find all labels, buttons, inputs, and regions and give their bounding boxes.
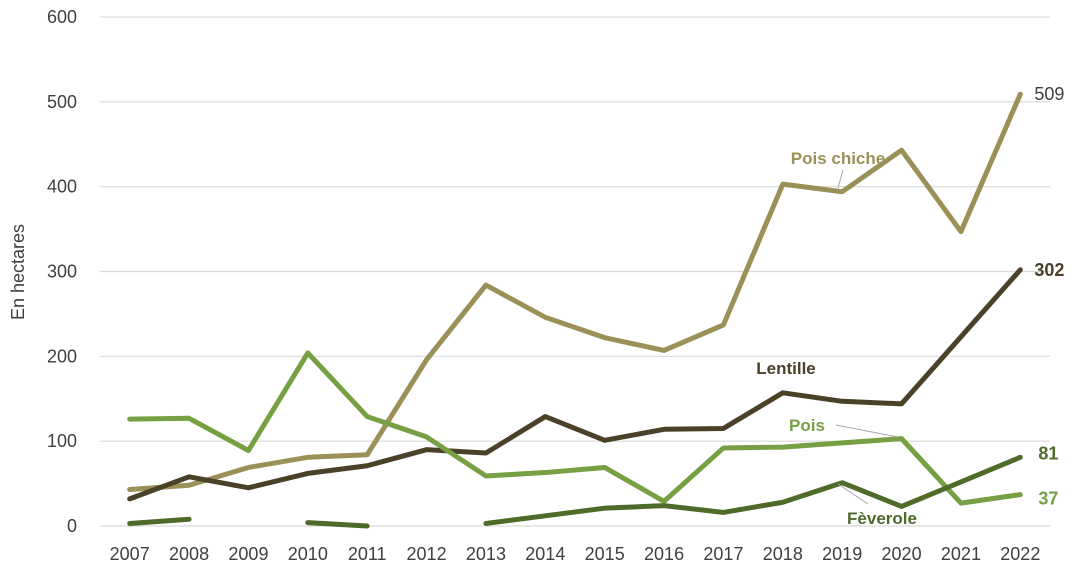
x-tick-label: 2021 — [941, 544, 981, 564]
x-tick-label: 2018 — [763, 544, 803, 564]
series-name-label: Pois chiche — [791, 149, 885, 168]
x-tick-label: 2019 — [822, 544, 862, 564]
y-axis: 0 100 200 300 400 500 600 — [47, 7, 77, 536]
series-name-label: Lentille — [756, 359, 816, 378]
y-tick-label: 600 — [47, 7, 77, 27]
x-tick-label: 2010 — [288, 544, 328, 564]
x-tick-label: 2007 — [110, 544, 150, 564]
x-tick-label: 2012 — [407, 544, 447, 564]
series-line-pois — [127, 350, 1023, 506]
y-tick-label: 0 — [67, 516, 77, 536]
x-tick-label: 2013 — [466, 544, 506, 564]
x-tick-label: 2008 — [169, 544, 209, 564]
x-tick-label: 2022 — [1000, 544, 1040, 564]
end-value-label: 81 — [1038, 443, 1058, 463]
x-tick-label: 2015 — [585, 544, 625, 564]
label-leader-line — [837, 169, 844, 189]
label-leader-line — [835, 424, 899, 438]
y-tick-label: 100 — [47, 431, 77, 451]
series-line-lentille — [127, 267, 1023, 502]
y-tick-label: 400 — [47, 177, 77, 197]
series-line-pois-chiche — [127, 91, 1023, 493]
y-axis-title: En hectares — [8, 224, 28, 320]
series-name-label: Fèverole — [847, 509, 917, 528]
series-line-fèverole — [127, 516, 192, 526]
series-line-fèverole — [483, 454, 1023, 526]
y-tick-label: 500 — [47, 92, 77, 112]
end-value-label: 37 — [1038, 489, 1058, 509]
label-leader-line — [837, 483, 869, 505]
y-tick-label: 300 — [47, 262, 77, 282]
series-line-fèverole — [305, 520, 370, 529]
x-tick-label: 2017 — [703, 544, 743, 564]
x-tick-label: 2020 — [882, 544, 922, 564]
x-axis: 2007 2008 2009 2010 2011 2012 2013 2014 2015 2016… — [110, 544, 1041, 564]
x-tick-label: 2011 — [348, 544, 387, 564]
end-value-label: 509 — [1034, 84, 1064, 104]
x-tick-label: 2014 — [525, 544, 565, 564]
series-name-label: Pois — [789, 416, 825, 435]
end-value-label: 302 — [1034, 260, 1064, 280]
x-tick-label: 2016 — [644, 544, 684, 564]
x-tick-label: 2009 — [228, 544, 268, 564]
series-lines — [127, 91, 1023, 529]
series-labels: Pois chiche 509 Lentille 302 Pois 37 Fèverole 8… — [756, 84, 1064, 528]
y-tick-label: 200 — [47, 346, 77, 366]
gridlines — [100, 16, 1050, 527]
